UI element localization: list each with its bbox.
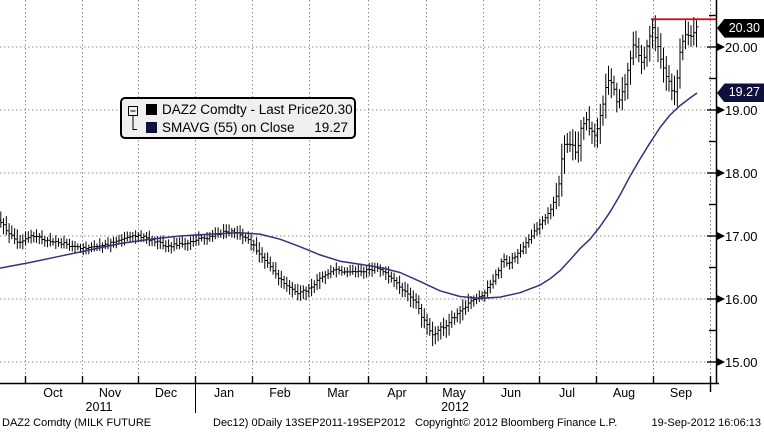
legend-label-price: DAZ2 Comdty - Last Price <box>162 101 319 117</box>
y-tick-arrow <box>717 169 725 177</box>
y-axis-label: 20.00 <box>725 39 758 55</box>
x-axis-month-label: Aug <box>612 386 636 400</box>
x-axis-year-label: 2012 <box>441 400 469 414</box>
legend-value-price: 20.30 <box>318 101 353 117</box>
y-tick-arrow <box>717 295 725 303</box>
footer-copyright: Copyright© 2012 Bloomberg Finance L.P. <box>415 417 618 429</box>
y-axis-label: 16.00 <box>725 291 758 307</box>
price-bars-series <box>0 15 699 347</box>
y-axis-label: 15.00 <box>725 354 758 370</box>
x-axis-year-label: 2011 <box>85 400 113 414</box>
y-axis-label: 19.00 <box>725 102 758 118</box>
x-axis-month-label: May <box>442 386 466 400</box>
x-axis-month-label: Mar <box>327 386 349 400</box>
y-tick-arrow <box>717 232 725 240</box>
x-axis-month-label: Jan <box>213 386 235 400</box>
last-price-badge: 20.30 <box>717 18 764 38</box>
y-tick-arrow <box>717 358 725 366</box>
chart-legend: DAZ2 Comdty - Last Price 20.30 SMAVG (55… <box>120 97 356 139</box>
y-tick-arrow <box>717 43 725 51</box>
footer-period-range: Dec12) 0Daily 13SEP2011-19SEP2012 <box>213 417 406 429</box>
footer-security-description: DAZ2 Comdty (MILK FUTURE <box>2 417 152 429</box>
legend-item-smavg[interactable]: SMAVG (55) on Close 19.27 <box>146 118 348 136</box>
x-axis-month-label: Jun <box>500 386 522 400</box>
legend-tree-toggle-icon[interactable] <box>127 102 141 136</box>
footer-timestamp: 19-Sep-2012 16:06:13 <box>651 417 761 429</box>
x-axis-month-label: Dec <box>154 386 178 400</box>
legend-label-smavg: SMAVG (55) on Close <box>162 119 295 135</box>
sma-series-swatch <box>146 121 157 133</box>
price-series-swatch <box>146 103 157 115</box>
x-axis-month-label: Nov <box>98 386 122 400</box>
x-axis-month-label: Apr <box>387 386 407 400</box>
y-axis-label: 18.00 <box>725 165 758 181</box>
y-tick-arrow <box>717 106 725 114</box>
y-axis-label: 17.00 <box>725 228 758 244</box>
legend-value-smavg: 19.27 <box>314 119 348 135</box>
legend-item-last-price[interactable]: DAZ2 Comdty - Last Price 20.30 <box>146 100 353 118</box>
x-axis-month-label: Jul <box>559 386 575 400</box>
smavg-line-series <box>0 92 698 300</box>
x-axis-month-label: Oct <box>43 386 63 400</box>
x-axis-month-label: Sep <box>669 386 693 400</box>
sma-value-badge: 19.27 <box>717 83 764 103</box>
x-axis-month-label: Feb <box>269 386 291 400</box>
